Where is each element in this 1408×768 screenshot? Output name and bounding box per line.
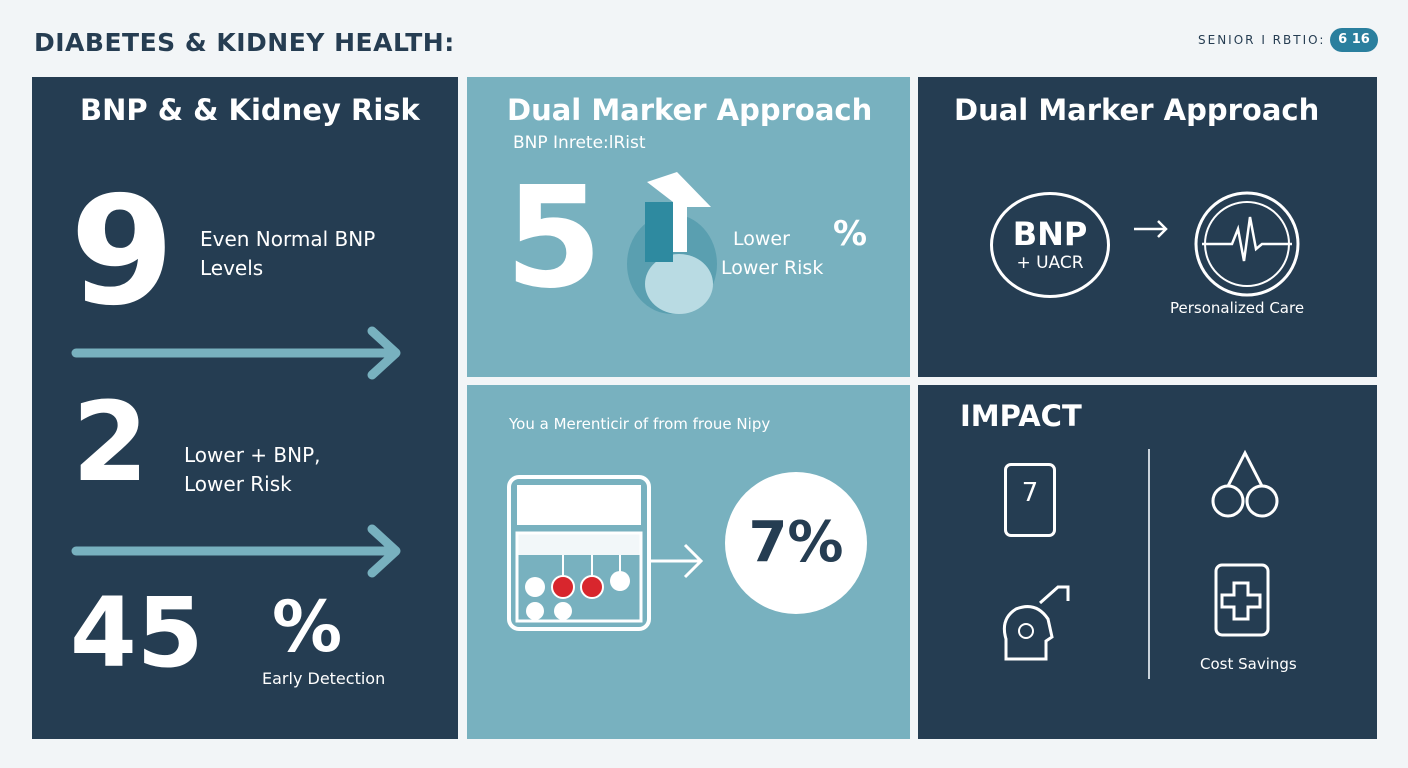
text-line: Lower + BNP,: [184, 443, 321, 467]
panel-heading: IMPACT: [960, 399, 1082, 433]
panel-caption: Personalized Care: [1170, 299, 1305, 317]
ratio-label: SENIOR I RBTIO:: [1198, 33, 1326, 47]
text-line: Lower: [733, 228, 790, 250]
text-line: Lower Risk: [721, 257, 824, 279]
text-line: Even Normal BNP: [200, 227, 376, 251]
bnp-uacr-circle: BNP + UACR: [990, 192, 1110, 298]
stat-5-text: Lower Lower Risk: [721, 225, 823, 283]
stat-45-text: Early Detection: [262, 669, 386, 688]
marker-main: BNP: [1012, 215, 1088, 253]
panel-heading: Dual Marker Approach: [507, 93, 873, 127]
device-label: 7: [1021, 478, 1039, 508]
stat-5: 5: [505, 157, 603, 320]
panel-heading: Dual Marker Approach: [954, 93, 1320, 127]
text-line: Lower Risk: [184, 472, 292, 496]
panel-subheading: BNP Inrete:lRist: [513, 133, 646, 153]
stat-45: 45: [70, 577, 204, 689]
stat-7-percent: 7%: [748, 510, 844, 575]
panel-caption: Cost Savings: [1200, 655, 1297, 673]
stat-2: 2: [72, 378, 149, 506]
stat-45-unit: %: [272, 586, 343, 668]
text-line: Levels: [200, 256, 264, 280]
panel-caption: You a Merenticir of from froue Nipy: [509, 415, 771, 433]
panel-bnp-kidney-risk: BNP & & Kidney Risk 9 Even Normal BNP Le…: [32, 77, 458, 739]
kidney-arrow-icon: [627, 172, 717, 314]
divider: [1148, 449, 1150, 679]
result-circle: 7%: [725, 472, 867, 614]
panel-dual-marker-right: Dual Marker Approach BNP + UACR Personal…: [918, 77, 1377, 377]
stat-5-unit: %: [833, 214, 868, 254]
medical-card-icon: [1214, 563, 1270, 637]
arrow-right-icon: [1134, 220, 1168, 238]
arrow-right-icon: [71, 326, 401, 380]
panel-heading: BNP & & Kidney Risk: [80, 93, 420, 127]
test-panel-icon: [507, 475, 704, 631]
arrow-right-icon: [71, 524, 401, 578]
device-icon: 7: [1004, 463, 1056, 537]
panel-mid-bottom: You a Merenticir of from froue Nipy 7%: [467, 385, 910, 739]
ratio-badge: 6 16: [1330, 28, 1378, 52]
marker-sub: + UACR: [1016, 253, 1084, 273]
scale-icon: [1211, 449, 1279, 518]
stat-2-text: Lower + BNP, Lower Risk: [184, 441, 320, 499]
page-title: DIABETES & KIDNEY HEALTH:: [34, 28, 455, 57]
stat-9: 9: [70, 165, 175, 339]
stat-9-text: Even Normal BNP Levels: [200, 225, 375, 283]
head-idea-icon: [1002, 585, 1070, 661]
heartbeat-icon: [1194, 191, 1300, 297]
panel-impact: IMPACT 7 Cost Savings: [918, 385, 1377, 739]
panel-dual-marker-mid: Dual Marker Approach BNP Inrete:lRist 5 …: [467, 77, 910, 377]
